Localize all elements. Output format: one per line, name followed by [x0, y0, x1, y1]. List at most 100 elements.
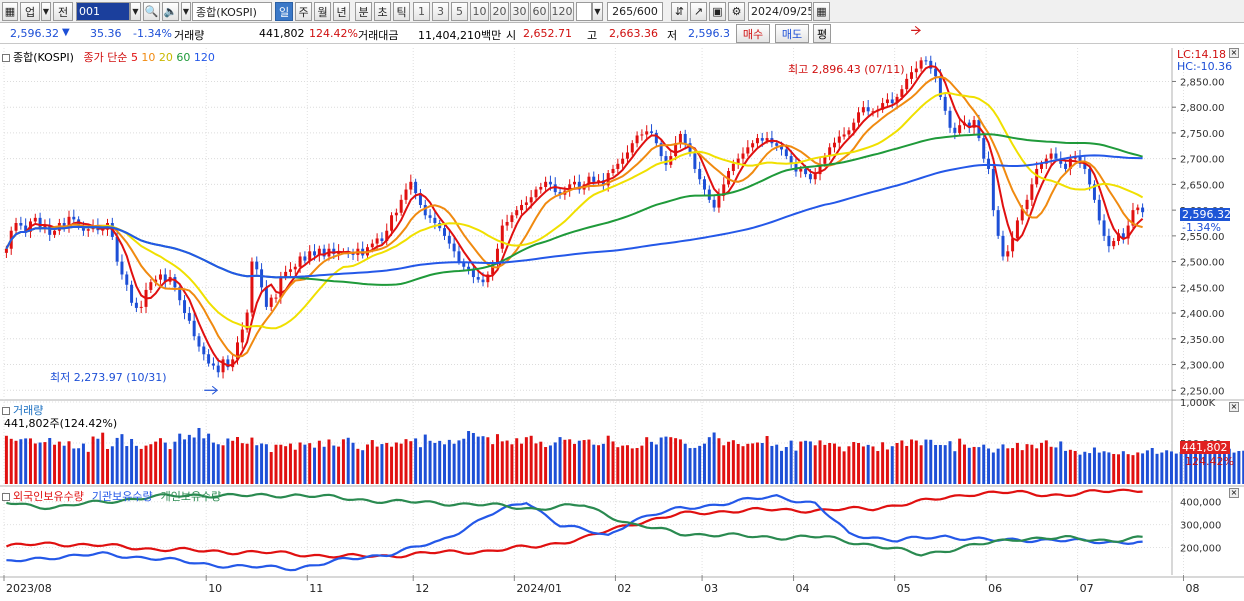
volume-bar: [534, 443, 538, 484]
gear-icon[interactable]: ⚙: [728, 2, 745, 21]
candle-body: [33, 217, 37, 222]
volume-bar: [409, 441, 413, 484]
candle-body: [625, 152, 629, 159]
interval-3-button[interactable]: 3: [432, 2, 449, 21]
period-minute-button[interactable]: 분: [355, 2, 372, 21]
volume-bar: [313, 447, 317, 484]
volume-bar: [491, 444, 495, 484]
interval-60-button[interactable]: 60: [530, 2, 549, 21]
volume-panel-close-icon[interactable]: ×: [1229, 402, 1239, 412]
candle-body: [813, 174, 817, 180]
interval-120-button[interactable]: 120: [550, 2, 574, 21]
volume-bar: [1097, 452, 1101, 484]
candle-body: [895, 96, 899, 104]
market-select[interactable]: 업: [20, 2, 40, 21]
prev-button[interactable]: 전: [53, 2, 73, 21]
interval-30-button[interactable]: 30: [510, 2, 529, 21]
market-dropdown-icon[interactable]: ▼: [41, 2, 51, 21]
candle-body: [1121, 233, 1125, 239]
candle-body: [390, 215, 394, 231]
volume-bar: [207, 433, 211, 484]
speaker-dropdown-icon[interactable]: ▼: [181, 2, 191, 21]
calendar-icon[interactable]: ▦: [813, 2, 830, 21]
volume-bar: [33, 443, 37, 484]
speaker-icon[interactable]: 🔈: [162, 2, 179, 21]
candle-body: [678, 133, 682, 144]
price-panel-close-icon[interactable]: ×: [1229, 48, 1239, 58]
candle-body: [260, 269, 264, 288]
candle-body: [226, 359, 230, 368]
candle-body: [736, 158, 740, 164]
volume-bar: [881, 442, 885, 484]
volume-bar: [910, 439, 913, 484]
eval-button[interactable]: 평: [813, 24, 831, 43]
investor-panel-close-icon[interactable]: ×: [1229, 488, 1239, 498]
chart-type-icon[interactable]: ⇵: [671, 2, 688, 21]
volume-bar: [110, 446, 114, 484]
price-tick-label: 2,400.00: [1180, 309, 1225, 320]
period-tick-button[interactable]: 틱: [393, 2, 410, 21]
volume-bar: [471, 432, 475, 484]
volume-bar: [418, 447, 422, 484]
date-field[interactable]: 2024/09/25: [748, 2, 812, 21]
investor-panel-toggle-icon[interactable]: [2, 493, 10, 501]
candle-body: [19, 223, 23, 226]
investor-tick-label: 400,000: [1180, 498, 1221, 509]
panel-toggle-icon[interactable]: [2, 54, 10, 62]
grid-icon[interactable]: ▦: [2, 2, 18, 21]
volume-bar: [876, 451, 880, 484]
period-year-button[interactable]: 년: [333, 2, 350, 21]
candle-body: [250, 261, 254, 313]
volume-panel-toggle-icon[interactable]: [2, 407, 10, 415]
period-month-button[interactable]: 월: [314, 2, 331, 21]
candle-body: [866, 107, 870, 112]
candle-body: [982, 138, 986, 159]
candle-body: [43, 225, 47, 229]
volume-bar: [327, 439, 331, 484]
candle-body: [712, 199, 716, 208]
save-icon[interactable]: ▣: [709, 2, 726, 21]
candle-body: [452, 243, 456, 252]
candle-body: [481, 279, 485, 283]
candle-body: [938, 76, 942, 97]
interval-dropdown-icon[interactable]: ▼: [592, 2, 603, 21]
buy-button[interactable]: 매수: [736, 24, 770, 43]
interval-input[interactable]: [576, 2, 592, 21]
period-second-button[interactable]: 초: [374, 2, 391, 21]
volume-bar: [664, 436, 668, 484]
volume-bar: [823, 444, 827, 484]
tool-arrow-icon[interactable]: ↗: [690, 2, 707, 21]
volume-bar: [847, 446, 851, 484]
candle-body: [910, 72, 913, 79]
volume-bar: [178, 433, 182, 484]
candle-body: [929, 60, 933, 69]
interval-1-button[interactable]: 1: [413, 2, 430, 21]
candle-body: [539, 186, 543, 190]
ma-line-5: [5, 65, 1144, 367]
x-tick-label: 05: [897, 582, 911, 595]
bar-count-field[interactable]: 265/600: [607, 2, 663, 21]
interval-20-button[interactable]: 20: [490, 2, 509, 21]
ma-legend-120: 120: [190, 51, 215, 64]
price-tick-label: 2,300.00: [1180, 361, 1225, 372]
candle-body: [534, 189, 538, 198]
volume-bar: [375, 446, 379, 484]
period-week-button[interactable]: 주: [295, 2, 312, 21]
code-dropdown-icon[interactable]: ▼: [130, 2, 141, 21]
candle-body: [924, 60, 928, 62]
candle-body: [784, 149, 788, 157]
candle-body: [24, 225, 28, 232]
search-icon[interactable]: 🔍: [143, 2, 160, 21]
volume-bar: [14, 440, 18, 484]
interval-5-button[interactable]: 5: [451, 2, 468, 21]
high-arrow-head: [914, 25, 921, 35]
ma-type-label: 종가 단순: [83, 51, 128, 64]
volume-bar: [1059, 441, 1063, 484]
volume-bar: [1088, 453, 1092, 484]
interval-10-button[interactable]: 10: [470, 2, 489, 21]
sell-button[interactable]: 매도: [775, 24, 809, 43]
volume-bar: [890, 446, 894, 484]
volume-bar: [394, 442, 398, 484]
code-input[interactable]: 001: [76, 2, 130, 21]
period-day-button[interactable]: 일: [275, 2, 293, 21]
